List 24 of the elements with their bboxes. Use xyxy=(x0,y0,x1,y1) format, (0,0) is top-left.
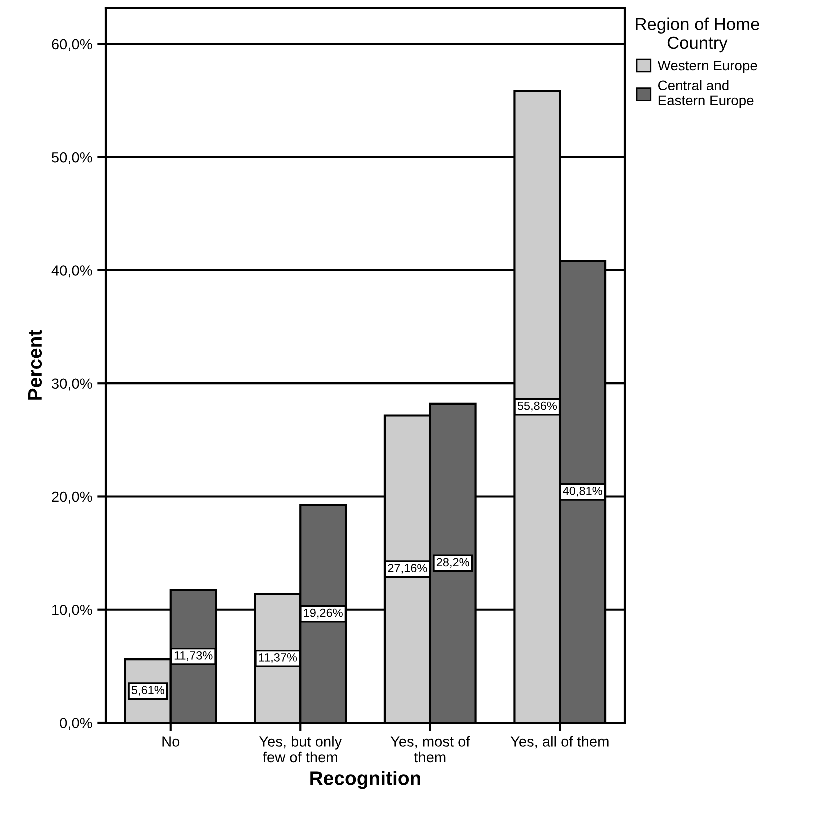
legend-label: Western Europe xyxy=(658,60,758,74)
x-tick-label: Yes, all of them xyxy=(510,736,609,749)
y-tick-label: 40,0% xyxy=(52,266,92,278)
data-label: 11,73% xyxy=(174,651,213,662)
data-label: 55,86% xyxy=(518,402,558,412)
data-label: 5,61% xyxy=(132,686,164,696)
x-tick-label: No xyxy=(162,736,180,747)
data-label: 27,16% xyxy=(388,564,428,574)
legend-label: Central and Eastern Europe xyxy=(658,80,754,108)
data-label: 19,26% xyxy=(304,608,343,619)
x-tick-label: Yes, but only few of them xyxy=(259,736,342,763)
y-tick-label: 10,0% xyxy=(52,604,92,618)
data-label: 28,2% xyxy=(436,558,470,568)
data-label: 11,37% xyxy=(259,653,298,664)
x-tick-label: Yes, most of them xyxy=(390,736,470,763)
y-tick-label: 30,0% xyxy=(52,378,92,391)
y-tick-label: 20,0% xyxy=(52,492,92,504)
data-label: 40,81% xyxy=(563,486,602,497)
legend-title: Region of Home Country xyxy=(636,18,760,53)
x-axis-title: Recognition xyxy=(310,771,420,790)
y-tick-label: 50,0% xyxy=(52,152,92,164)
y-tick-label: 0,0% xyxy=(60,718,92,730)
y-tick-label: 60,0% xyxy=(52,39,92,52)
y-axis-title: Percent xyxy=(28,330,42,400)
